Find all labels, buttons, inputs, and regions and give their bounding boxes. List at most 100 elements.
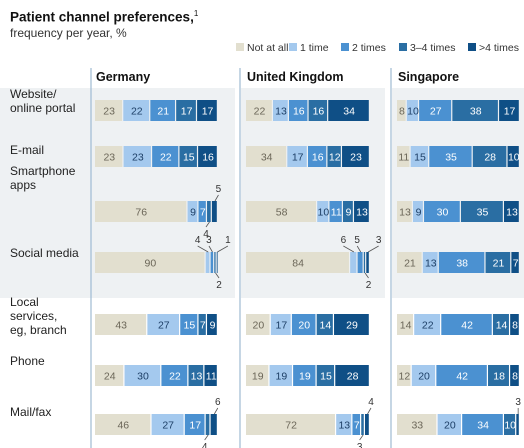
- bar-segment-singapore-smartphone-apps-3-4-times: [460, 201, 503, 222]
- bar-label-united-kingdom-mail-fax-4-times: 4: [368, 397, 374, 408]
- bar-segment-united-kingdom-social-media-not-at-all: [246, 252, 349, 273]
- bar-label-singapore-smartphone-apps-1-time: 9: [416, 207, 422, 219]
- bar-segment-germany-local-services-eg-branch-4-times: [207, 314, 217, 335]
- bar-segment-germany-e-mail-3-4-times: [179, 146, 197, 167]
- bar-label-united-kingdom-social-media-3-4-times: 2: [366, 280, 372, 291]
- panel-header-germany: Germany: [96, 70, 150, 84]
- bar-segment-united-kingdom-mail-fax-3-4-times: [361, 414, 364, 435]
- bar-segment-germany-local-services-eg-branch-not-at-all: [95, 314, 147, 335]
- bar-label-united-kingdom-smartphone-apps-not-at-all: 58: [276, 207, 288, 219]
- bar-label-singapore-e-mail-4-times: 10: [508, 152, 520, 164]
- callout-line-united-kingdom-social-media-3-4-times: [364, 272, 369, 279]
- bar-segment-singapore-local-services-eg-branch-2-times: [441, 314, 492, 335]
- bar-label-germany-website-online-portal-3-4-times: 17: [181, 106, 193, 118]
- bar-segment-singapore-mail-fax-1-time: [437, 414, 461, 435]
- bar-label-united-kingdom-website-online-portal-not-at-all: 22: [254, 106, 266, 118]
- bar-label-germany-local-services-eg-branch-not-at-all: 43: [115, 320, 127, 332]
- bar-segment-germany-mail-fax-1-time: [151, 414, 184, 435]
- bar-label-united-kingdom-smartphone-apps-4-times: 13: [356, 207, 368, 219]
- bar-segment-singapore-e-mail-not-at-all: [397, 146, 410, 167]
- bar-label-singapore-local-services-eg-branch-2-times: 42: [461, 320, 473, 332]
- bar-segment-united-kingdom-social-media-2-times: [357, 252, 363, 273]
- bar-label-united-kingdom-local-services-eg-branch-1-time: 17: [275, 320, 287, 332]
- bar-segment-germany-local-services-eg-branch-1-time: [147, 314, 180, 335]
- bar-segment-united-kingdom-local-services-eg-branch-2-times: [291, 314, 316, 335]
- bar-segment-germany-phone-3-4-times: [188, 365, 204, 386]
- bar-label-germany-mail-fax-4-times: 6: [215, 397, 221, 408]
- bar-segment-united-kingdom-smartphone-apps-3-4-times: [342, 201, 353, 222]
- bar-segment-united-kingdom-local-services-eg-branch-3-4-times: [316, 314, 333, 335]
- bar-label-singapore-e-mail-not-at-all: 11: [398, 152, 409, 164]
- bar-label-germany-social-media-1-time: 4: [195, 235, 201, 246]
- category-label-phone: Phone: [10, 354, 45, 368]
- category-label-website-online-portal: Website/: [10, 87, 57, 101]
- bar-label-united-kingdom-social-media-2-times: 5: [354, 235, 360, 246]
- bar-segment-germany-website-online-portal-1-time: [123, 100, 150, 121]
- bar-label-germany-e-mail-not-at-all: 23: [103, 152, 115, 164]
- bar-segment-singapore-local-services-eg-branch-1-time: [414, 314, 441, 335]
- bar-label-united-kingdom-social-media-4-times: 3: [376, 235, 382, 246]
- bar-label-united-kingdom-mail-fax-1-time: 13: [338, 420, 350, 432]
- bar-segment-united-kingdom-website-online-portal-3-4-times: [308, 100, 328, 121]
- bar-segment-singapore-mail-fax-2-times: [462, 414, 503, 435]
- bar-segment-germany-smartphone-apps-2-times: [198, 201, 206, 222]
- bar-label-germany-mail-fax-1-time: 27: [162, 420, 174, 432]
- bar-label-singapore-social-media-not-at-all: 21: [404, 258, 416, 270]
- chart-title: Patient channel preferences,1: [10, 9, 198, 25]
- bar-label-united-kingdom-local-services-eg-branch-not-at-all: 20: [253, 320, 265, 332]
- bar-segment-germany-smartphone-apps-3-4-times: [207, 201, 211, 222]
- bar-segment-united-kingdom-local-services-eg-branch-4-times: [334, 314, 369, 335]
- callout-line-united-kingdom-social-media-1-time: [343, 245, 355, 253]
- bar-label-germany-local-services-eg-branch-1-time: 27: [158, 320, 170, 332]
- bar-segment-united-kingdom-smartphone-apps-1-time: [317, 201, 329, 222]
- bar-segment-singapore-phone-3-4-times: [488, 365, 509, 386]
- bar-label-germany-e-mail-1-time: 23: [132, 152, 144, 164]
- bar-segment-united-kingdom-local-services-eg-branch-not-at-all: [246, 314, 270, 335]
- bar-segment-singapore-smartphone-apps-not-at-all: [397, 201, 412, 222]
- bar-segment-singapore-website-online-portal-3-4-times: [452, 100, 498, 121]
- bar-label-united-kingdom-local-services-eg-branch-4-times: 29: [346, 320, 358, 332]
- bar-label-united-kingdom-e-mail-3-4-times: 12: [329, 152, 341, 164]
- bar-segment-singapore-social-media-not-at-all: [397, 252, 422, 273]
- bar-segment-singapore-phone-1-time: [411, 365, 436, 386]
- bar-segment-singapore-social-media-3-4-times: [485, 252, 511, 273]
- bar-label-singapore-website-online-portal-not-at-all: 8: [399, 106, 405, 118]
- bar-segment-germany-mail-fax-2-times: [184, 414, 205, 435]
- bar-label-singapore-local-services-eg-branch-4-times: 8: [512, 320, 518, 332]
- bar-label-germany-phone-3-4-times: 13: [191, 371, 203, 383]
- callout-line-germany-smartphone-apps-3-4-times: [205, 221, 210, 228]
- bar-label-germany-e-mail-4-times: 16: [202, 152, 214, 164]
- bar-segment-germany-social-media-3-4-times: [214, 252, 216, 273]
- bar-label-singapore-social-media-4-times: 7: [513, 258, 519, 270]
- bar-label-united-kingdom-phone-2-times: 19: [299, 371, 311, 383]
- category-label-smartphone-apps: Smartphone: [10, 164, 76, 178]
- bar-segment-singapore-website-online-portal-not-at-all: [397, 100, 406, 121]
- bar-segment-united-kingdom-smartphone-apps-4-times: [354, 201, 369, 222]
- legend-label-2-times: 2 times: [352, 42, 386, 54]
- bar-label-united-kingdom-website-online-portal-1-time: 13: [275, 106, 287, 118]
- bar-label-united-kingdom-smartphone-apps-2-times: 11: [331, 207, 342, 219]
- bar-segment-united-kingdom-smartphone-apps-2-times: [329, 201, 342, 222]
- bar-label-germany-mail-fax-3-4-times: 4: [202, 442, 208, 448]
- bar-label-united-kingdom-phone-4-times: 28: [347, 371, 359, 383]
- bar-segment-singapore-smartphone-apps-2-times: [424, 201, 460, 222]
- bar-segment-singapore-smartphone-apps-4-times: [504, 201, 519, 222]
- bar-label-germany-phone-2-times: 22: [169, 371, 181, 383]
- bar-label-singapore-social-media-2-times: 38: [456, 258, 468, 270]
- bar-label-germany-phone-1-time: 30: [137, 371, 149, 383]
- title-footnote-marker: 1: [193, 9, 199, 18]
- bar-segment-singapore-mail-fax-not-at-all: [397, 414, 437, 435]
- category-label-smartphone-apps-line2: apps: [10, 178, 36, 192]
- callout-line-germany-social-media-2-times: [208, 245, 213, 253]
- bar-segment-united-kingdom-phone-3-4-times: [316, 365, 335, 386]
- bar-label-germany-social-media-2-times: 3: [206, 235, 212, 246]
- bar-label-united-kingdom-mail-fax-not-at-all: 72: [285, 420, 297, 432]
- bar-segment-germany-website-online-portal-4-times: [197, 100, 217, 121]
- bar-label-united-kingdom-smartphone-apps-3-4-times: 9: [346, 207, 352, 219]
- chart-title-text: Patient channel preferences,: [10, 9, 194, 25]
- bar-label-united-kingdom-website-online-portal-3-4-times: 16: [313, 106, 325, 118]
- bar-label-united-kingdom-e-mail-1-time: 17: [292, 152, 304, 164]
- bar-label-germany-website-online-portal-1-time: 22: [131, 106, 143, 118]
- callout-line-germany-mail-fax-3-4-times: [204, 434, 209, 441]
- bar-segment-singapore-website-online-portal-2-times: [419, 100, 452, 121]
